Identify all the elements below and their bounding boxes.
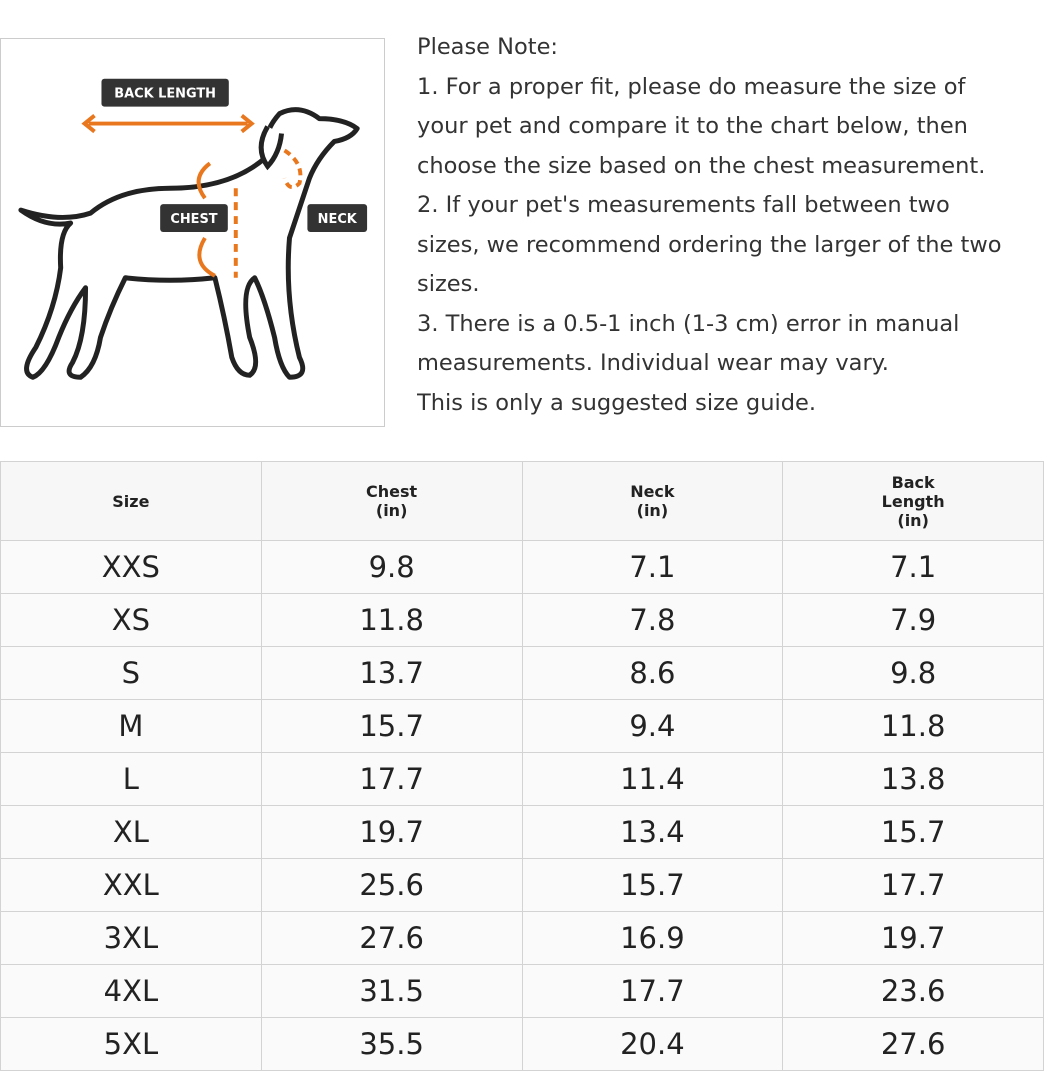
chest-label: CHEST [170, 212, 217, 227]
table-row: XXS 9.8 7.1 7.1 [0, 540, 1044, 594]
table-cell: M [0, 699, 262, 753]
table-row: XS 11.8 7.8 7.9 [0, 593, 1044, 647]
label-box [160, 204, 228, 233]
note-line: 2. If your pet's measurements fall betwe… [417, 192, 950, 218]
note-line: 1. For a proper fit, please do measure t… [417, 73, 966, 100]
table-cell: 8.6 [521, 646, 784, 700]
table-cell: 13.8 [782, 752, 1044, 806]
header-cell: Back Length (in) [782, 461, 1044, 541]
table-cell: 25.6 [260, 858, 523, 912]
header-cell: Chest (in) [260, 461, 523, 541]
table-cell: 7.9 [782, 593, 1044, 647]
table-cell: 27.6 [260, 911, 523, 965]
table-cell: 13.4 [521, 805, 784, 859]
table-cell: 17.7 [260, 752, 523, 806]
table-cell: XL [0, 805, 262, 859]
table-cell: 7.8 [521, 593, 784, 647]
header-text: Chest (in) [366, 482, 418, 520]
note-line: sizes, we recommend ordering the larger … [417, 231, 1002, 258]
table-body: XXS 9.8 7.1 7.1 XS 11.8 7.8 7.9 S 13.7 8.6 9.8 M 15.7… [0, 540, 1044, 1071]
header-text: Back Length (in) [881, 472, 945, 530]
table-cell: 23.6 [782, 964, 1044, 1018]
chest-arrows [196, 161, 216, 278]
note-title: Please Note: [417, 34, 559, 60]
note: Please Note: 1. For a proper fit, please… [417, 28, 1044, 423]
table-row: M 15.7 9.4 11.8 [0, 699, 1044, 753]
table-cell: 15.7 [260, 699, 523, 753]
table-cell: 15.7 [521, 858, 784, 912]
note-line: sizes. [417, 271, 480, 297]
table-cell: 9.8 [260, 540, 523, 594]
neck-line [282, 148, 303, 190]
table-cell: L [0, 752, 262, 806]
table-cell: 19.7 [260, 805, 523, 859]
back-length-label: BACK LENGTH [114, 87, 216, 102]
label-box [101, 78, 229, 107]
table-cell: S [0, 646, 262, 700]
table-cell: 9.8 [782, 646, 1044, 700]
dog-outline [18, 107, 360, 380]
table-cell: 13.7 [260, 646, 523, 700]
header-cell: Size [0, 461, 262, 541]
table-cell: 9.4 [521, 699, 784, 753]
size-table: Size Chest (in) Neck (in) Back Length (in) … [0, 461, 1044, 1071]
table-row: 5XL 35.5 20.4 27.6 [0, 1017, 1044, 1071]
table-cell: 35.5 [260, 1017, 523, 1071]
label-box [307, 204, 368, 233]
table-cell: 7.1 [782, 540, 1044, 594]
dog-diagram: BACK LENGTH CHEST NECK [0, 38, 385, 427]
arrow-heads [81, 114, 255, 134]
note-line: measurements. Individual wear may vary. [417, 350, 889, 376]
header-text: Size [112, 491, 150, 511]
table-cell: 17.7 [782, 858, 1044, 912]
note-line: This is only a suggested size guide. [417, 389, 817, 416]
table-cell: 19.7 [782, 911, 1044, 965]
table-cell: 27.6 [782, 1017, 1044, 1071]
table-cell: 20.4 [521, 1017, 784, 1071]
header-text: Neck (in) [630, 482, 675, 520]
table-row: S 13.7 8.6 9.8 [0, 646, 1044, 700]
table-cell: 17.7 [521, 964, 784, 1018]
note-line: choose the size based on the chest measu… [417, 152, 986, 179]
table-cell: 4XL [0, 964, 262, 1018]
note-line: 3. There is a 0.5-1 inch (1-3 cm) error … [417, 310, 960, 337]
table-cell: 3XL [0, 911, 262, 965]
table-row: L 17.7 11.4 13.8 [0, 752, 1044, 806]
table-cell: XS [0, 593, 262, 647]
table-cell: XXS [0, 540, 262, 594]
table-row: XXL 25.6 15.7 17.7 [0, 858, 1044, 912]
header-cell: Neck (in) [521, 461, 784, 541]
table-cell: 11.8 [260, 593, 523, 647]
dog-ear [258, 125, 285, 171]
note-line: your pet and compare it to the chart bel… [417, 113, 968, 139]
table-cell: 11.4 [521, 752, 784, 806]
table-cell: XXL [0, 858, 262, 912]
table-cell: 5XL [0, 1017, 262, 1071]
table-cell: 16.9 [521, 911, 784, 965]
neck-label: NECK [318, 212, 358, 227]
table-row: XL 19.7 13.4 15.7 [0, 805, 1044, 859]
table-row: 4XL 31.5 17.7 23.6 [0, 964, 1044, 1018]
table-row: 3XL 27.6 16.9 19.7 [0, 911, 1044, 965]
table-cell: 11.8 [782, 699, 1044, 753]
table-cell: 15.7 [782, 805, 1044, 859]
header-row: Size Chest (in) Neck (in) Back Length (in) [0, 461, 1044, 541]
table-cell: 7.1 [521, 540, 784, 594]
table-cell: 31.5 [260, 964, 523, 1018]
